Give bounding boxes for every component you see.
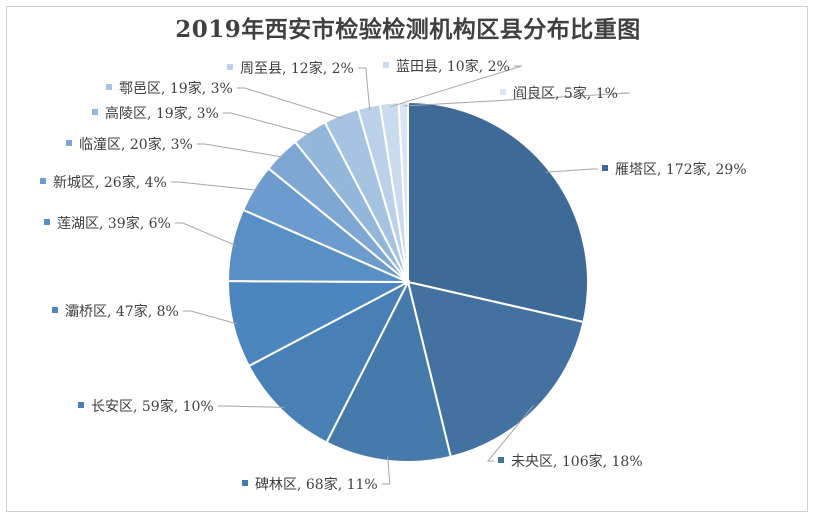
leader-lines xyxy=(170,65,630,485)
data-label-4: 长安区, 59家, 10% xyxy=(91,398,214,415)
leader-line-1 xyxy=(545,168,598,173)
leader-line-4 xyxy=(217,405,285,408)
leader-line-6 xyxy=(174,222,237,246)
leader-line-10 xyxy=(236,87,343,120)
data-label-9: 高陵区, 19家, 3% xyxy=(105,105,219,122)
leader-line-5 xyxy=(182,310,238,325)
leader-line-13 xyxy=(403,92,630,107)
leader-line-11 xyxy=(357,67,371,111)
pie-slice-2 xyxy=(406,280,585,459)
legend-marker-2 xyxy=(498,457,504,463)
legend-marker-13 xyxy=(500,89,506,95)
pie-slice-1 xyxy=(407,100,589,324)
data-label-8: 临潼区, 20家, 3% xyxy=(79,136,193,153)
pie-slices xyxy=(226,100,589,463)
chart-title: 2019年西安市检验检测机构区县分布比重图 xyxy=(175,16,641,43)
legend-marker-6 xyxy=(44,219,50,225)
leader-line-3 xyxy=(381,456,391,485)
data-label-3: 碑林区, 68家, 11% xyxy=(255,476,378,493)
leader-line-8 xyxy=(196,143,284,158)
legend-marker-3 xyxy=(242,480,248,486)
data-label-13: 阎良区, 5家, 1% xyxy=(513,85,618,102)
data-label-7: 新城区, 26家, 4% xyxy=(53,174,167,191)
pie-slice-4 xyxy=(247,279,411,444)
leader-line-2 xyxy=(486,405,534,462)
data-label-10: 鄠邑区, 19家, 3% xyxy=(119,80,233,97)
leader-line-7 xyxy=(170,181,258,191)
data-label-2: 未央区, 106家, 18% xyxy=(511,453,643,470)
legend-marker-9 xyxy=(92,109,98,115)
legend-marker-7 xyxy=(40,178,46,184)
data-label-1: 雁塔区, 172家, 29% xyxy=(615,161,747,178)
leader-line-9 xyxy=(222,112,312,136)
legend-marker-5 xyxy=(52,307,58,313)
pie-slice-3 xyxy=(325,279,453,463)
legend-marker-11 xyxy=(227,64,233,70)
legend-marker-10 xyxy=(106,84,112,90)
legend-marker-8 xyxy=(66,140,72,146)
legend-marker-12 xyxy=(383,62,389,68)
leader-line-12 xyxy=(389,65,522,108)
data-labels: 雁塔区, 172家, 29% 未央区, 106家, 18% 碑林区, 68家, 11… xyxy=(40,58,747,493)
legend-marker-4 xyxy=(78,402,84,408)
pie-slice-13 xyxy=(397,100,409,283)
legend-marker-1 xyxy=(602,165,608,171)
data-label-6: 莲湖区, 39家, 6% xyxy=(57,215,171,232)
data-label-5: 灞桥区, 47家, 8% xyxy=(65,303,179,320)
data-label-11: 周至县, 12家, 2% xyxy=(240,60,354,77)
data-label-12: 蓝田县, 10家, 2% xyxy=(396,58,510,75)
